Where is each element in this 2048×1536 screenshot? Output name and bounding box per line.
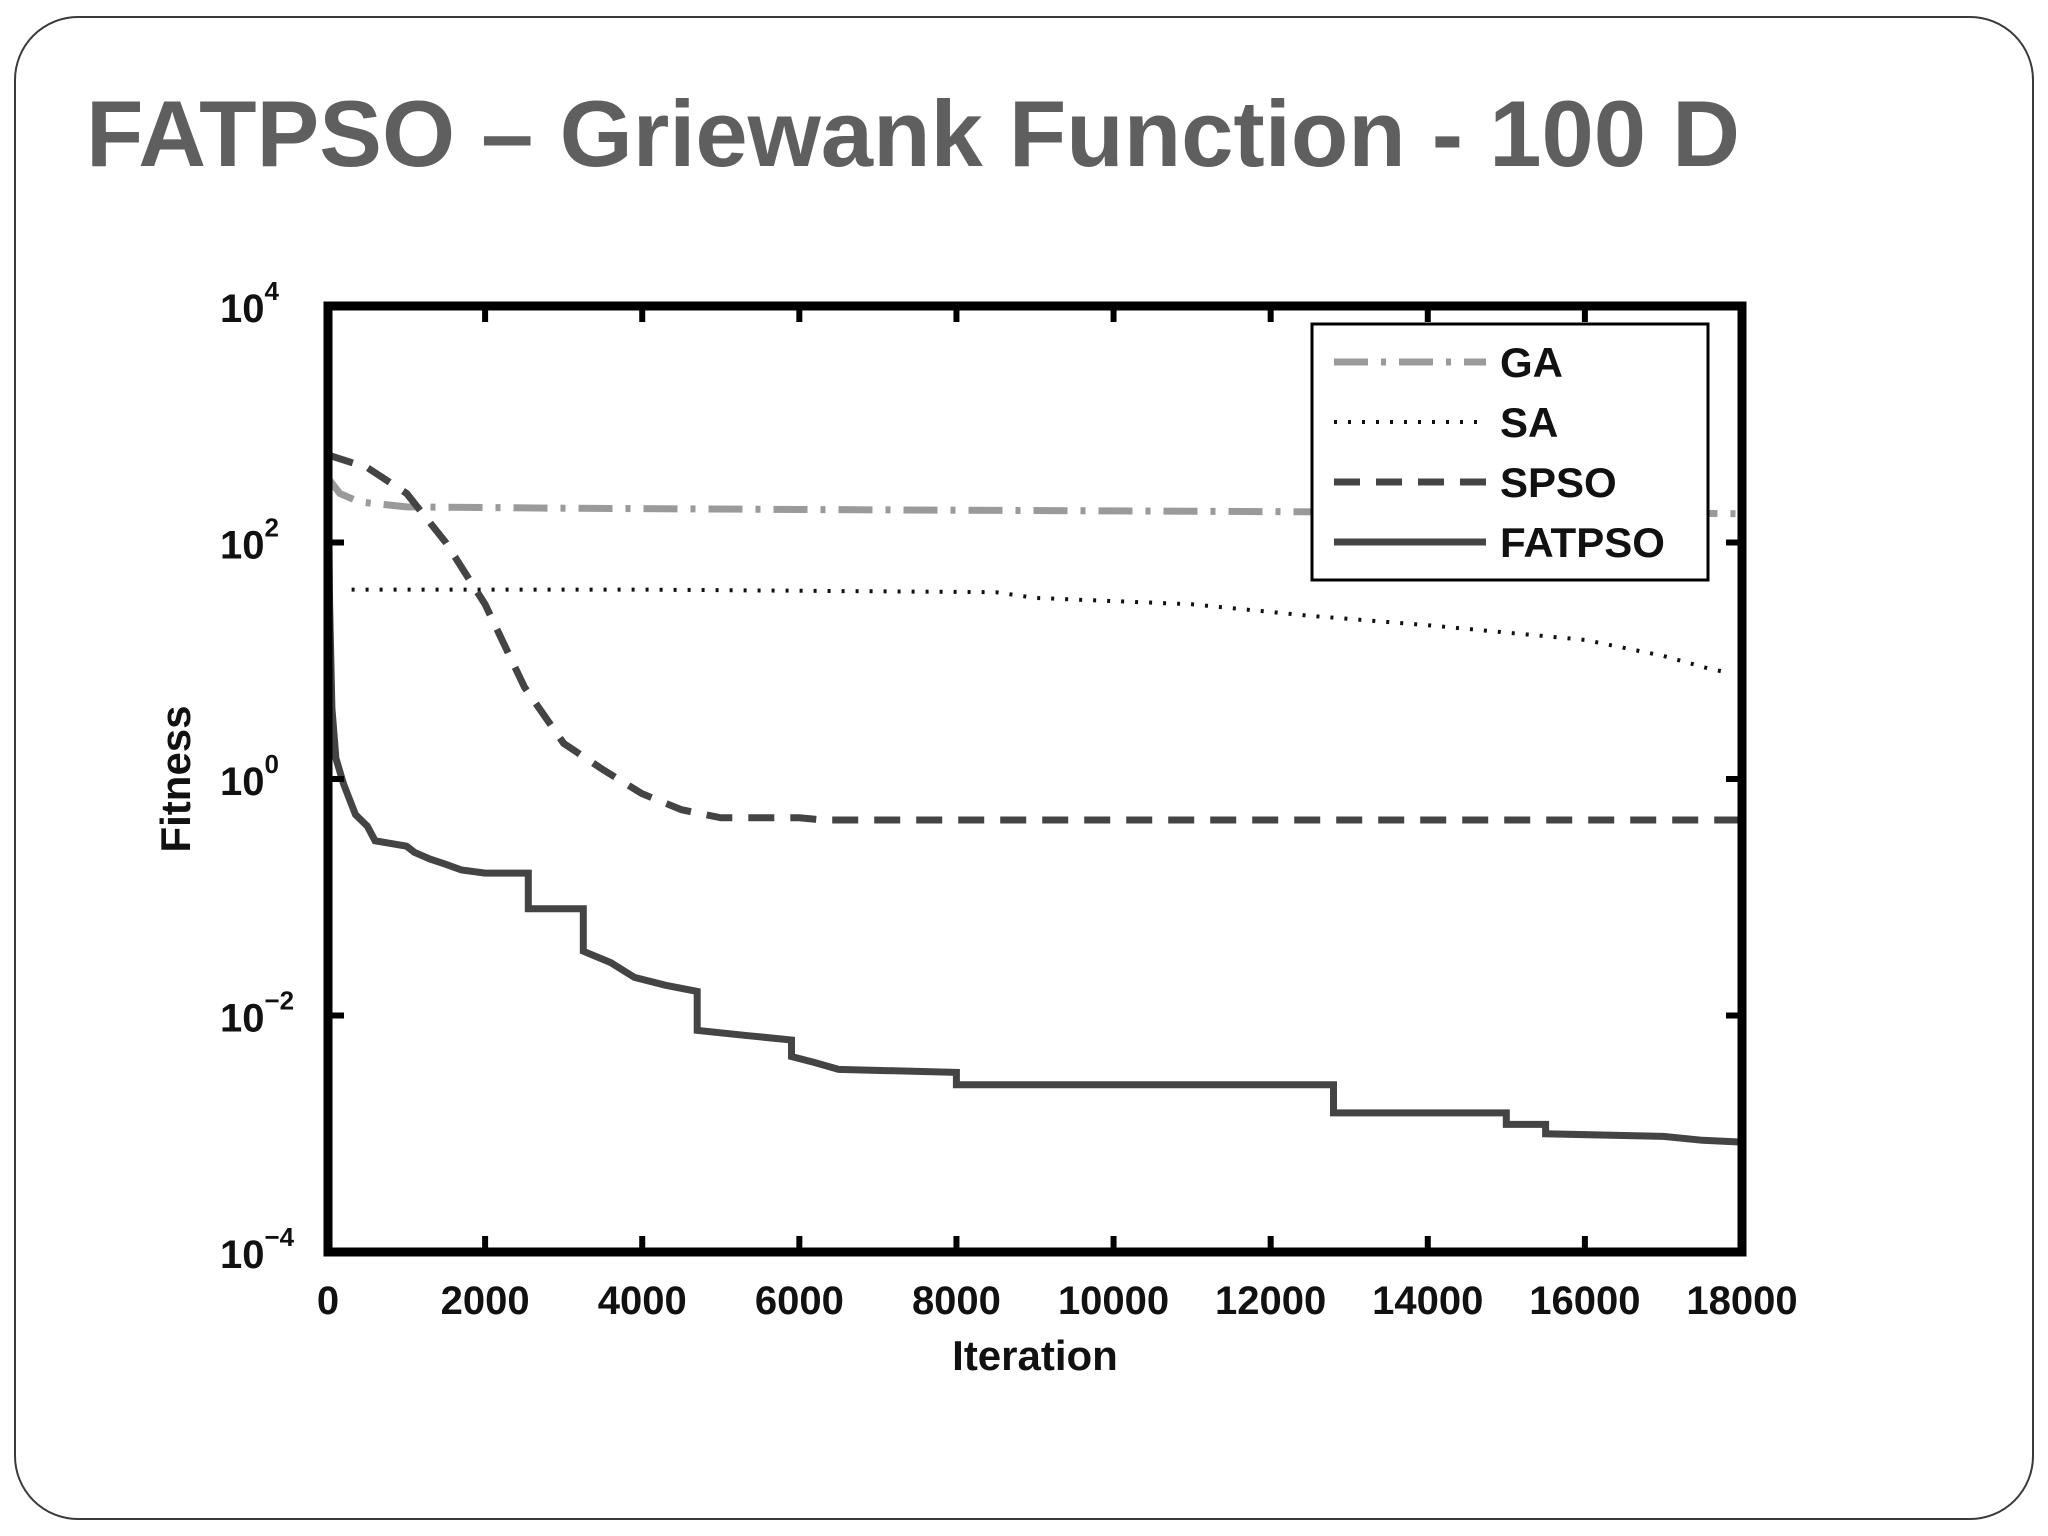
x-tick-label: 12000: [1215, 1279, 1326, 1323]
y-tick-label: 10−2: [220, 986, 294, 1041]
legend-box: [1310, 322, 1710, 582]
series-line-ga: [328, 476, 1742, 518]
x-tick-label: 2000: [441, 1279, 530, 1323]
tick-layer: 0 2000 4000 6000 8000 10000 12000 14000 16000 180…: [220, 276, 1798, 1323]
legend-label-ga: GA: [1500, 339, 1563, 386]
slide-title: FATPSO – Griewank Function - 100 D: [86, 81, 1741, 186]
series-line-spso: [328, 451, 1742, 824]
slide-frame: FATPSO – Griewank Function - 100 D: [14, 16, 2034, 1520]
x-tick-label: 6000: [755, 1279, 844, 1323]
legend-label-fatpso: FATPSO: [1500, 519, 1665, 566]
x-tick-label: 18000: [1686, 1279, 1797, 1323]
series-line-fatpso: [328, 450, 1742, 1146]
series-line-sa: [351, 587, 1727, 675]
y-tick-label: 102: [220, 513, 279, 568]
y-tick-label: 10−4: [220, 1222, 295, 1277]
x-tick-label: 10000: [1058, 1279, 1169, 1323]
y-tick-label: 100: [220, 749, 279, 804]
x-tick-label: 0: [317, 1279, 339, 1323]
y-tick-label: 104: [220, 276, 280, 331]
x-axis-label: Iteration: [952, 1332, 1118, 1379]
y-axis-label: Fitness: [152, 705, 199, 852]
x-tick-label: 14000: [1372, 1279, 1483, 1323]
legend-label-sa: SA: [1500, 399, 1558, 446]
series-layer: [328, 450, 1742, 1146]
x-tick-label: 8000: [912, 1279, 1001, 1323]
legend: GA SA SPSO FATPSO: [1310, 322, 1710, 582]
x-tick-label: 16000: [1529, 1279, 1640, 1323]
x-tick-label: 4000: [598, 1279, 687, 1323]
legend-label-spso: SPSO: [1500, 459, 1617, 506]
